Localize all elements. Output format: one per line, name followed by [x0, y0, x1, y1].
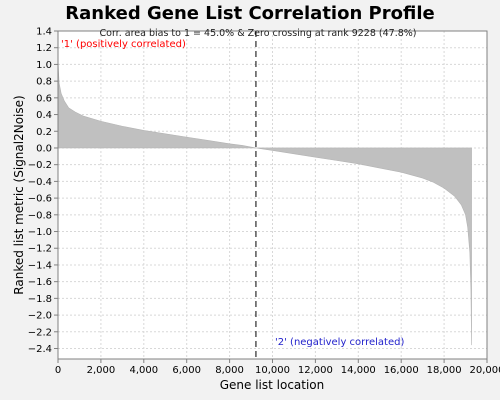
y-tick-label: 0.0 [36, 143, 52, 154]
y-tick-label: −0.8 [28, 210, 52, 221]
x-tick-label: 20,000 [470, 365, 500, 376]
y-tick-label: −1.0 [28, 227, 52, 238]
y-tick-label: 0.6 [36, 93, 52, 104]
y-tick-label: 1.0 [36, 60, 52, 71]
y-tick-label: −1.4 [28, 260, 52, 271]
metric-area-fill [57, 60, 472, 346]
x-tick-label: 6,000 [172, 365, 201, 376]
x-tick-label: 18,000 [427, 365, 462, 376]
x-tick-label: 12,000 [298, 365, 333, 376]
positive-class-label: '1' (positively correlated) [61, 39, 186, 50]
y-tick-label: −0.4 [28, 177, 52, 188]
y-tick-label: 0.4 [36, 110, 52, 121]
x-tick-label: 2,000 [87, 365, 116, 376]
y-tick-label: −1.6 [28, 277, 52, 288]
annotation-text: Corr. area bias to 1 = 45.0% & Zero cros… [100, 28, 417, 39]
x-tick-label: 0 [55, 365, 61, 376]
y-tick-label: 0.2 [36, 127, 52, 138]
y-tick-label: 0.8 [36, 77, 52, 88]
y-tick-label: −0.2 [28, 160, 52, 171]
y-tick-label: −1.8 [28, 294, 52, 305]
y-tick-label: −2.4 [28, 344, 52, 355]
x-tick-label: 8,000 [215, 365, 244, 376]
x-tick-label: 16,000 [384, 365, 419, 376]
y-tick-label: −1.2 [28, 244, 52, 255]
x-tick-label: 14,000 [341, 365, 376, 376]
negative-class-label: '2' (negatively correlated) [275, 337, 404, 348]
x-tick-label: 4,000 [129, 365, 158, 376]
y-tick-label: 1.4 [36, 27, 52, 38]
y-tick-label: 1.2 [36, 43, 52, 54]
x-axis-label: Gene list location [220, 378, 325, 392]
y-axis-label: Ranked list metric (Signal2Noise) [12, 95, 26, 294]
y-tick-label: −2.2 [28, 327, 52, 338]
x-axis-ticks: 0 2,000 4,000 6,000 8,000 10,000 12,000 14,000 1… [55, 359, 500, 376]
y-tick-label: −0.6 [28, 194, 52, 205]
x-tick-label: 10,000 [255, 365, 290, 376]
y-axis-ticks: 1.4 1.2 1.0 0.8 0.6 0.4 0.2 0.0 −0.2 −0.4 −0.6 −0.8… [28, 27, 58, 355]
y-tick-label: −2.0 [28, 311, 52, 322]
plot-border [57, 30, 488, 360]
chart-title: Ranked Gene List Correlation Profile [65, 3, 434, 24]
